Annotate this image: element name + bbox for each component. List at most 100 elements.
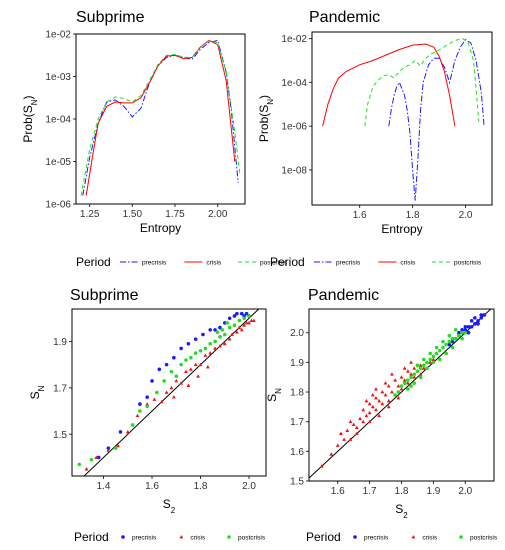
y-tick-label: 1e-03 xyxy=(45,72,71,83)
point-postcrisis xyxy=(198,348,203,353)
point-postcrisis xyxy=(225,321,229,325)
point-crisis xyxy=(319,464,324,468)
series-line-postcrisis xyxy=(364,38,480,127)
point-crisis xyxy=(374,395,378,400)
point-postcrisis xyxy=(457,333,461,338)
point-crisis xyxy=(135,413,140,418)
point-crisis xyxy=(386,384,391,388)
legend-title: Period xyxy=(76,255,111,269)
series-line-precrisis xyxy=(388,39,485,201)
x-tick-label: 1.8 xyxy=(406,210,420,221)
point-postcrisis xyxy=(444,342,448,347)
legend-label-postcrisis: postcrisis xyxy=(470,535,498,542)
reference-line xyxy=(83,309,260,476)
x-tick-label: 1.4 xyxy=(97,481,111,492)
point-precrisis xyxy=(213,328,217,332)
point-crisis xyxy=(412,366,417,370)
y-tick-label: 1.5 xyxy=(53,430,67,441)
point-postcrisis xyxy=(415,363,420,368)
legend-label-precrisis: precrisis xyxy=(364,535,389,542)
point-crisis xyxy=(242,323,247,327)
point-crisis xyxy=(405,381,410,385)
y-tick-label: 1.9 xyxy=(53,337,67,348)
plot-frame xyxy=(308,308,495,482)
point-precrisis xyxy=(457,330,461,335)
point-crisis xyxy=(409,372,413,376)
point-precrisis xyxy=(150,379,154,383)
x-tick-label: 1.25 xyxy=(80,209,100,220)
point-crisis xyxy=(237,325,242,329)
point-crisis xyxy=(399,387,404,391)
point-postcrisis xyxy=(409,375,413,380)
x-tick-label: 2.0 xyxy=(242,481,256,492)
point-crisis xyxy=(428,360,433,364)
x-tick-label: 2.0 xyxy=(459,210,473,221)
point-precrisis xyxy=(244,311,249,316)
point-postcrisis xyxy=(174,374,179,379)
point-crisis xyxy=(402,366,407,370)
point-crisis xyxy=(386,404,391,409)
point-crisis xyxy=(179,381,184,385)
point-postcrisis xyxy=(460,336,464,341)
y-tick-label: 1e-02 xyxy=(281,34,307,45)
x-tick-label: 1.6 xyxy=(331,486,345,497)
point-crisis xyxy=(367,410,372,415)
legend-title: Period xyxy=(306,530,341,544)
point-precrisis xyxy=(460,327,464,332)
point-crisis xyxy=(418,372,423,376)
point-postcrisis xyxy=(444,351,448,356)
panel-2: Pandemic 1.6 1.8 2.0 1e-08 1e-06 1e-04 1e-02 Ent… xyxy=(257,9,493,269)
legend-label-crisis: crisis xyxy=(190,535,206,542)
point-postcrisis xyxy=(393,393,397,397)
legend-label-precrisis: precrisis xyxy=(142,260,167,267)
series-line-crisis xyxy=(85,39,236,196)
y-tick-label: 1.7 xyxy=(53,383,67,394)
plot-area xyxy=(80,39,241,196)
series-line-postcrisis xyxy=(80,40,241,196)
point-crisis xyxy=(405,369,410,373)
y-tick-label: 1e-04 xyxy=(45,115,71,126)
y-tick-label: 1e-02 xyxy=(45,30,71,41)
point-precrisis xyxy=(138,402,142,406)
point-postcrisis xyxy=(179,362,183,367)
x-tick-label: 2.0 xyxy=(458,486,472,497)
point-postcrisis xyxy=(428,357,433,362)
point-postcrisis xyxy=(213,339,217,344)
point-crisis xyxy=(239,327,244,332)
point-crisis xyxy=(431,357,436,361)
legend-key-crisis xyxy=(179,535,184,539)
legend-key-crisis xyxy=(411,535,416,539)
point-crisis xyxy=(393,378,398,382)
point-crisis xyxy=(367,419,372,424)
point-crisis xyxy=(354,425,359,430)
point-postcrisis xyxy=(203,346,208,351)
point-crisis xyxy=(396,384,401,388)
point-crisis xyxy=(390,372,394,376)
y-axis-label: SN xyxy=(28,385,46,399)
point-postcrisis xyxy=(220,328,225,332)
point-postcrisis xyxy=(89,457,94,462)
y-axis-label: SN xyxy=(265,388,283,402)
panel-3: Subprime 1.4 1.6 1.8 2.0 1.5 1.7 1.9 S2 SN Period p… xyxy=(28,287,267,544)
point-postcrisis xyxy=(450,345,455,350)
point-precrisis xyxy=(466,330,471,335)
point-postcrisis xyxy=(418,366,423,371)
legend-label-precrisis: precrisis xyxy=(132,535,157,542)
point-crisis xyxy=(396,395,401,400)
point-crisis xyxy=(367,401,372,406)
plot-frame xyxy=(75,33,246,205)
point-precrisis xyxy=(466,324,471,329)
point-crisis xyxy=(174,378,179,383)
y-tick-label: 1e-05 xyxy=(45,157,71,168)
x-axis-label: S2 xyxy=(395,502,408,520)
point-precrisis xyxy=(463,327,468,332)
plot-frame xyxy=(311,31,493,206)
point-postcrisis xyxy=(409,384,413,388)
point-crisis xyxy=(364,398,369,403)
point-postcrisis xyxy=(169,369,174,374)
y-axis-label: Prob(SN) xyxy=(21,95,39,142)
panel-title: Subprime xyxy=(76,9,145,26)
x-axis-label: Entropy xyxy=(140,221,181,235)
point-precrisis xyxy=(476,319,480,323)
point-postcrisis xyxy=(431,354,436,359)
